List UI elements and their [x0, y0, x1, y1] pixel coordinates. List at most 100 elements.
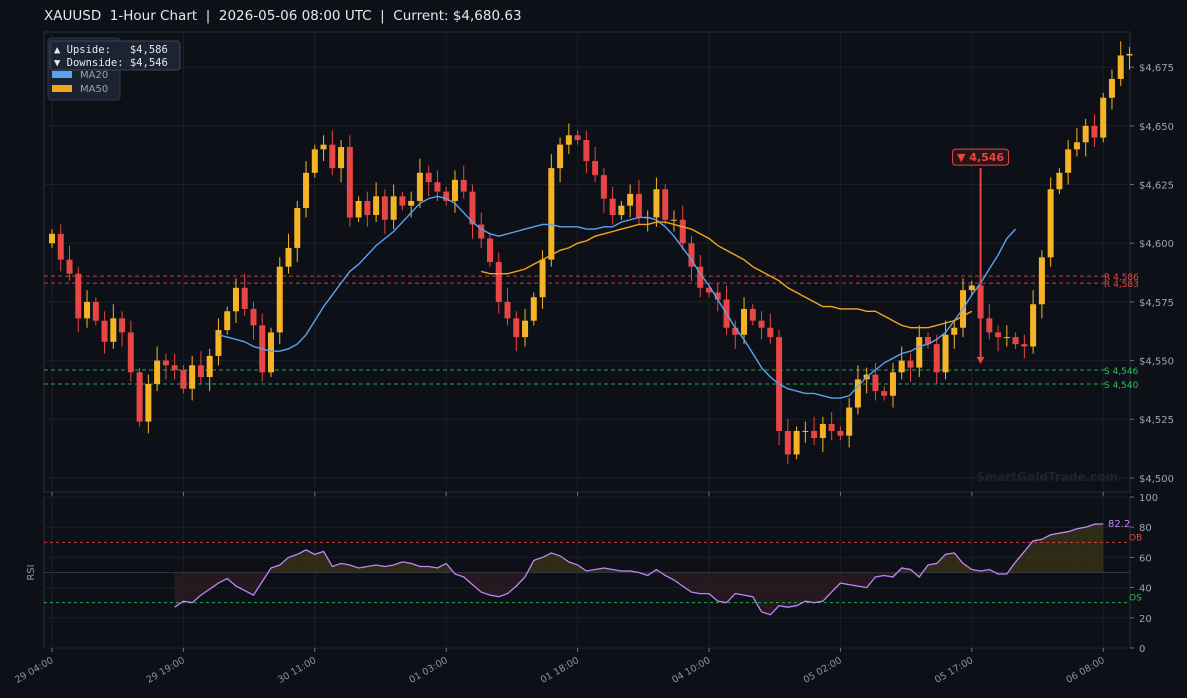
candle-body: [381, 196, 388, 220]
rsi-fill-seg: [1033, 539, 1042, 573]
candle-body: [1117, 55, 1124, 79]
rsi-fill-seg: [735, 572, 745, 596]
candle-body: [92, 301, 99, 321]
candle-body: [1003, 337, 1010, 339]
candle-body: [232, 287, 239, 312]
chart-title: XAUUSD 1-Hour Chart | 2026-05-06 08:00 U…: [44, 8, 522, 24]
candle-body: [635, 193, 642, 218]
candle-body: [250, 308, 257, 326]
candle-body: [749, 308, 756, 321]
candle-body: [802, 430, 809, 432]
rsi-fill-seg: [560, 555, 569, 573]
candle-body: [951, 327, 958, 335]
rsi-fill-seg: [551, 552, 561, 573]
rsi-y-tick-label: 60: [1139, 553, 1152, 564]
candle-body: [513, 318, 520, 338]
rsi-fill-seg: [1015, 551, 1025, 573]
level-label: S 4,540: [1104, 381, 1139, 391]
candle-body: [548, 168, 555, 260]
rsi-fill-seg: [490, 572, 499, 597]
candle-body: [592, 161, 599, 176]
candle-body: [171, 365, 178, 370]
rsi-fill-seg: [1068, 528, 1077, 573]
rsi-fill-seg: [779, 572, 788, 608]
rsi-fill-seg: [673, 572, 683, 587]
candle-body: [889, 372, 896, 396]
candle-body: [968, 285, 975, 291]
rsi-fill-seg: [840, 572, 850, 585]
candle-body: [478, 224, 485, 239]
candle-body: [758, 320, 765, 328]
rsi-fill-seg: [717, 572, 727, 603]
candle-body: [618, 205, 625, 216]
rsi-fill-seg: [314, 551, 324, 573]
x-tick-label: 29 04:00: [13, 655, 55, 686]
rsi-fill-seg: [463, 572, 473, 585]
candle-body: [1091, 125, 1098, 138]
candle-body: [241, 287, 248, 309]
rsi-fill-seg: [341, 563, 350, 573]
rsi-y-tick-label: 20: [1139, 614, 1152, 625]
rsi-fill-seg: [936, 554, 946, 573]
rsi-fill-seg: [376, 564, 385, 573]
rsi-fill-seg: [297, 549, 307, 573]
candle-body: [101, 320, 108, 342]
candle-body: [688, 243, 695, 267]
candle-body: [373, 196, 380, 216]
rsi-fill-seg: [849, 572, 858, 587]
candles: [49, 41, 1133, 464]
candle-body: [679, 219, 686, 244]
candle-body: [557, 144, 564, 169]
y-tick-label: $4,600: [1139, 239, 1174, 250]
candle-body: [136, 372, 143, 422]
candle-body: [574, 135, 581, 140]
candle-body: [662, 189, 669, 220]
ob-label: OB: [1129, 533, 1142, 543]
candle-body: [609, 198, 616, 216]
candle-body: [539, 259, 546, 298]
candle-body: [565, 135, 572, 145]
rsi-fill-seg: [306, 549, 315, 573]
rsi-fill-seg: [700, 572, 709, 594]
candle-body: [495, 262, 502, 302]
candle-body: [784, 430, 791, 455]
rsi-fill-seg: [271, 564, 280, 573]
candle-body: [881, 391, 888, 396]
candle-body: [460, 179, 467, 192]
candle-body: [215, 330, 222, 356]
candle-body: [180, 369, 187, 389]
y-tick-label: $4,525: [1139, 415, 1174, 426]
candle-body: [416, 172, 423, 201]
candle-body: [145, 384, 152, 422]
rsi-fill-seg: [857, 572, 867, 588]
candle-body: [837, 430, 844, 436]
os-label: OS: [1129, 594, 1142, 604]
candle-body: [670, 219, 677, 221]
candle-body: [1056, 172, 1063, 190]
candle-body: [627, 193, 634, 206]
candle-body: [110, 318, 117, 342]
candle-body: [364, 200, 371, 216]
candle-body: [898, 360, 905, 373]
rsi-fill-seg: [200, 572, 210, 596]
downside-text: ▼ Downside: $4,546: [54, 57, 168, 69]
rsi-fill-seg: [945, 552, 955, 573]
candle-body: [1030, 304, 1037, 347]
info-box: ▲ Upside: $4,586 ▼ Downside: $4,546: [49, 40, 181, 71]
rsi-fill-seg: [323, 551, 333, 573]
candle-body: [872, 374, 879, 392]
candle-body: [1038, 257, 1045, 305]
candle-body: [741, 308, 748, 335]
rsi-fill-seg: [542, 552, 552, 573]
candle-body: [697, 266, 704, 288]
upside-text: ▲ Upside: $4,586: [54, 44, 168, 56]
candle-body: [425, 172, 432, 183]
rsi-fill-seg: [472, 572, 482, 593]
candle-body: [346, 147, 353, 218]
candle-body: [916, 337, 923, 368]
ma50-line: [481, 221, 973, 329]
candle-body: [1082, 125, 1089, 143]
candle-body: [311, 149, 318, 173]
candle-body: [443, 191, 450, 201]
candle-body: [1100, 97, 1107, 138]
